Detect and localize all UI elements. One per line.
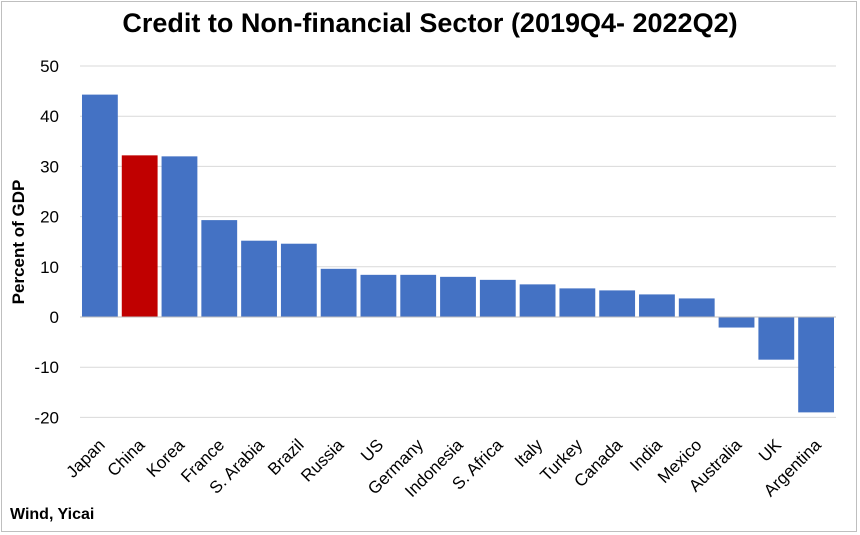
bar-us — [360, 274, 397, 317]
y-tick-label: 20 — [40, 208, 59, 227]
bars — [80, 94, 836, 413]
bar-japan — [81, 94, 118, 317]
bar-australia — [718, 317, 755, 328]
x-tick-label: UK — [755, 435, 786, 466]
bar-russia — [320, 268, 357, 317]
x-tick-label: China — [104, 435, 149, 480]
y-tick-label: 40 — [40, 107, 59, 126]
bar-s-africa — [479, 279, 516, 317]
y-tick-label: 30 — [40, 157, 59, 176]
bar-italy — [519, 284, 556, 317]
y-tick-label: -20 — [34, 408, 59, 427]
bar-argentina — [798, 317, 835, 413]
x-tick-label: US — [357, 435, 387, 465]
chart-title: Credit to Non-financial Sector (2019Q4- … — [122, 8, 738, 38]
x-tick-label: Russia — [297, 435, 348, 486]
bar-uk — [758, 317, 795, 360]
bar-indonesia — [440, 276, 476, 317]
bar-turkey — [559, 288, 596, 317]
bar-mexico — [678, 298, 715, 317]
y-axis-label: Percent of GDP — [9, 180, 28, 305]
bar-france — [201, 220, 238, 317]
bar-india — [639, 294, 675, 317]
y-tick-label: 0 — [50, 308, 59, 327]
bar-canada — [599, 290, 636, 317]
bar-brazil — [280, 243, 317, 317]
bar-korea — [161, 156, 198, 317]
bar-china — [121, 155, 158, 317]
y-tick-labels: -20 -10 0 10 20 30 40 50 — [34, 57, 59, 427]
bar-germany — [400, 274, 437, 317]
y-tick-label: 50 — [40, 57, 59, 76]
y-tick-label: 10 — [40, 258, 59, 277]
x-tick-label: Japan — [63, 435, 109, 481]
y-tick-label: -10 — [34, 358, 59, 377]
source-note: Wind, Yicai — [10, 506, 95, 523]
bar-s-arabia — [241, 240, 277, 317]
